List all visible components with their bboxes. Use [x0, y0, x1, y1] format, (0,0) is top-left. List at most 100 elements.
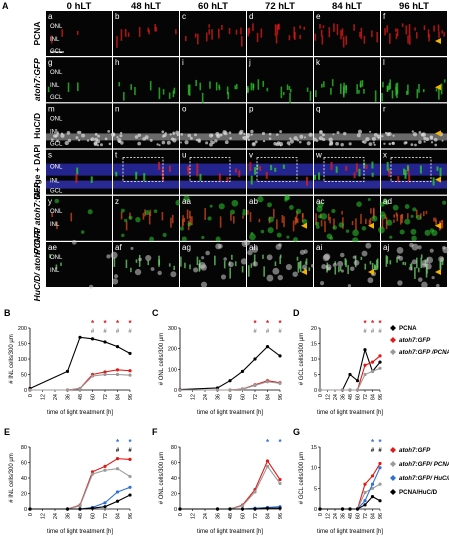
tile-letter: ac: [316, 197, 324, 206]
x-tick-label: 96: [378, 394, 384, 400]
x-tick-label: 24: [333, 513, 339, 519]
y-tick-label: 5: [314, 373, 317, 379]
x-tick-label: 24: [333, 394, 339, 400]
series-line: [179, 345, 281, 391]
y-tick-label: 5: [314, 486, 317, 492]
arrow-icon: [301, 222, 307, 229]
layer-label-inl: INL: [50, 37, 60, 43]
data-point: [278, 381, 282, 385]
data-point: [115, 467, 120, 471]
micrograph-tile: e: [314, 11, 380, 56]
tile-letter: l: [383, 58, 385, 67]
arrow-icon: [435, 38, 441, 44]
x-tick-label: 48: [228, 394, 234, 400]
data-point: [355, 379, 360, 383]
y-tick-label: 20: [171, 492, 177, 498]
y-tick-label: 100: [18, 357, 27, 363]
layer-label-onl: ONL: [50, 24, 63, 30]
arrow-icon: [301, 269, 307, 275]
x-tick-label: 72: [363, 394, 369, 400]
row-label: PCNA: [32, 21, 42, 45]
data-point: [370, 482, 375, 486]
series-line: [30, 458, 131, 510]
chart-e: E 0 20 40 60 80 0 12 24 36 48 60 72 84 96 time of light…: [4, 427, 134, 535]
data-point: [128, 351, 132, 356]
tile-letter: x: [383, 151, 387, 160]
tile-letter: p: [249, 104, 254, 113]
layer-label-inl: INL: [50, 129, 60, 135]
micrograph-tile: c: [180, 11, 246, 56]
y-tick-label: 40: [171, 476, 177, 482]
x-axis-label: time of light treatment [h]: [317, 410, 383, 416]
data-point: [253, 383, 257, 388]
data-point: [215, 388, 220, 392]
tile-letter: b: [115, 12, 120, 21]
column-header: 96 hLT: [399, 1, 429, 12]
x-tick-label: 84: [371, 394, 377, 400]
data-point: [78, 335, 82, 339]
data-point: [90, 337, 95, 341]
y-tick-label: 40: [21, 476, 27, 482]
micrograph-tile: s ONL INL GCL: [46, 149, 112, 195]
data-point: [65, 369, 70, 373]
data-point: [240, 387, 245, 391]
legend-entry: atoh7:GFP/ PCNA: [399, 461, 449, 468]
row-label: PCNA/ atoh7:GFP: [32, 182, 42, 254]
x-tick-label: 36: [66, 513, 72, 519]
data-point: [370, 495, 375, 499]
legend-entry: atoh7:GFP: [399, 337, 431, 344]
significance-hash: #: [128, 329, 132, 335]
data-point: [370, 360, 375, 364]
data-point: [363, 482, 367, 486]
layer-label-onl: ONL: [50, 70, 63, 76]
data-point: [363, 503, 367, 507]
data-point: [103, 372, 107, 377]
x-tick-label: 60: [356, 513, 362, 519]
micrograph-tile: f: [381, 11, 447, 56]
arrow-icon: [435, 269, 441, 275]
layer-label-inl: INL: [50, 83, 60, 89]
significance-hash: #: [378, 329, 382, 335]
data-point: [78, 387, 82, 391]
micrograph-tile: l: [381, 57, 447, 103]
data-point: [378, 360, 382, 364]
micrograph-tile: ai: [314, 242, 380, 288]
data-point: [228, 388, 232, 392]
micrograph-tile: t: [113, 149, 179, 195]
data-point: [240, 507, 245, 511]
significance-hash: #: [378, 448, 382, 454]
micrograph-tile: aj: [381, 242, 449, 289]
x-tick-label: 0: [28, 394, 34, 397]
legend-entry: PCNA/HuC/D: [399, 489, 438, 496]
significance-hash: #: [128, 448, 132, 454]
layer-label-onl: ONL: [50, 255, 63, 261]
micrograph-tile: h: [113, 57, 179, 103]
data-point: [340, 388, 345, 392]
data-point: [378, 366, 382, 370]
x-tick-label: 12: [191, 394, 197, 400]
y-tick-label: 50: [21, 373, 27, 379]
x-tick-label: 48: [348, 513, 354, 519]
y-tick-label: 20: [311, 326, 317, 332]
micrograph-tile: w: [314, 149, 380, 195]
significance-star: *: [378, 438, 382, 447]
data-point: [265, 506, 270, 510]
y-tick-label: 0: [24, 388, 27, 394]
significance-hash: #: [278, 329, 282, 335]
data-point: [115, 368, 120, 372]
panel-letter: B: [4, 308, 11, 318]
legend-marker: [390, 489, 396, 495]
tile-letter: z: [115, 197, 119, 206]
tile-letter: i: [182, 58, 184, 67]
tile-letter: v: [249, 151, 253, 160]
micrograph-tile: b: [113, 11, 179, 56]
chart-c: C 0 100 200 300 0 12 24 36 48 60 72 84 96 time of ligh…: [152, 308, 284, 416]
y-tick-label: 15: [311, 342, 317, 348]
tile-letter: n: [115, 104, 119, 113]
legend-entry: PCNA: [399, 325, 417, 332]
significance-hash: #: [116, 448, 120, 454]
significance-star: *: [278, 319, 282, 328]
data-point: [278, 481, 282, 486]
